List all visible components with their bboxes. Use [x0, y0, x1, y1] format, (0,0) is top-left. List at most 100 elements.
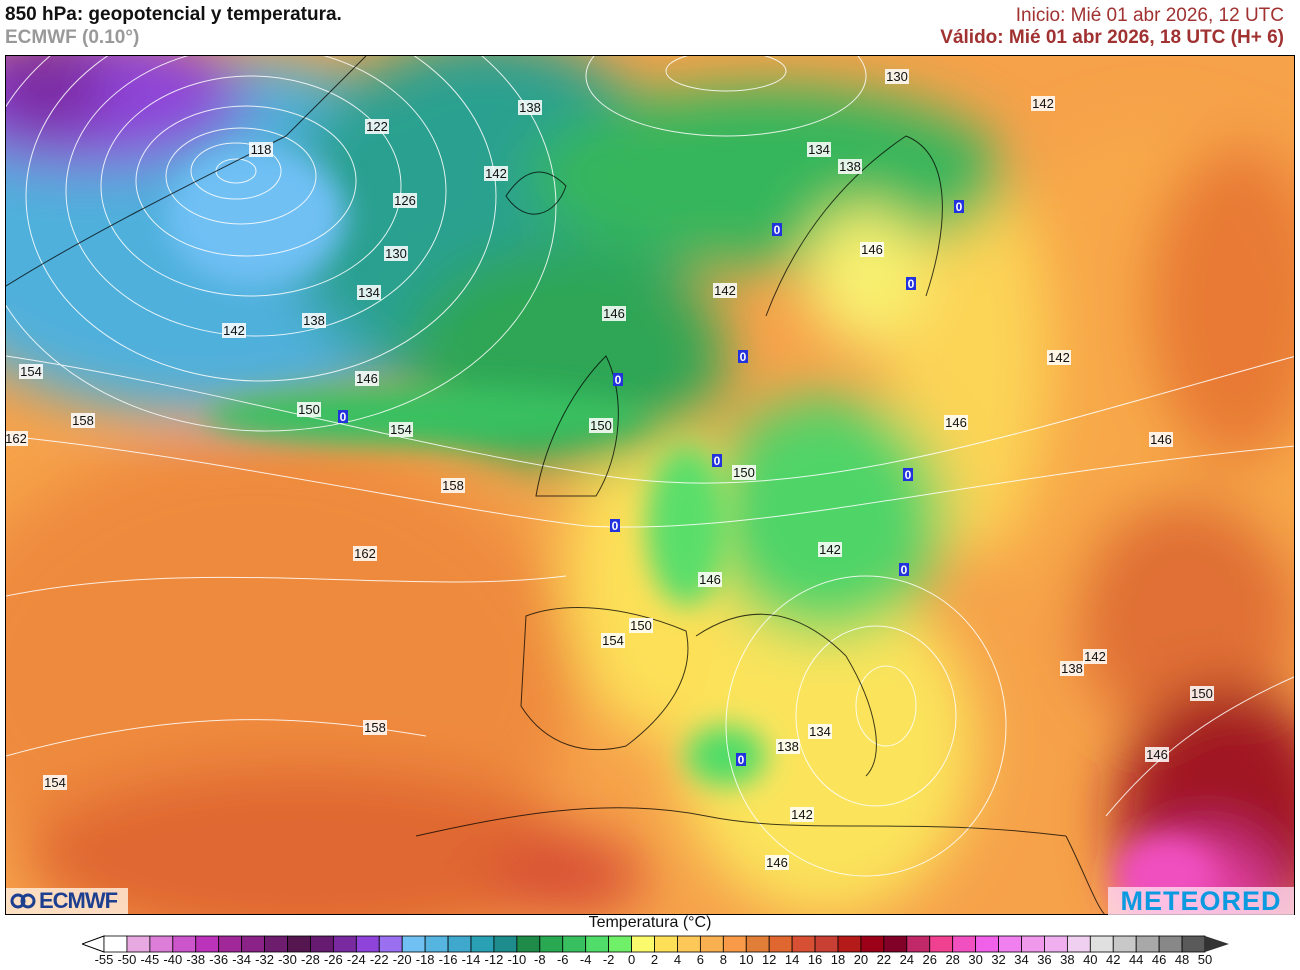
- colorbar-swatch: [722, 935, 747, 953]
- colorbar-swatch: [929, 935, 954, 953]
- colorbar-tick-label: 0: [627, 952, 636, 967]
- contour-label-bg: [6, 431, 28, 446]
- zero-isotherm-label: 0: [612, 519, 619, 533]
- zero-isotherm-label: 0: [901, 563, 908, 577]
- colorbar-tick-label: -18: [415, 952, 435, 967]
- colorbar-title: Temperatura (°C): [588, 914, 712, 931]
- colorbar-swatch: [355, 935, 380, 953]
- colorbar-tick-label: 48: [1174, 952, 1190, 967]
- colorbar-tick-label: 24: [899, 952, 915, 967]
- zero-isotherm-label: 0: [740, 350, 747, 364]
- colorbar-tick-label: 44: [1128, 952, 1144, 967]
- colorbar-tick-label: -50: [117, 952, 137, 967]
- colorbar-swatch: [424, 935, 449, 953]
- contour-label-bg: [860, 242, 884, 257]
- contour-label: 154: [20, 364, 42, 379]
- colorbar-tick-label: -55: [94, 952, 114, 967]
- contour-label: 150: [630, 618, 652, 633]
- colorbar-swatch: [241, 935, 265, 953]
- colorbar-tick-label: 36: [1037, 952, 1052, 967]
- colorbar-high-arrow: [1205, 936, 1229, 952]
- colorbar-swatch: [172, 935, 197, 953]
- colorbar-tick-label: -28: [301, 952, 320, 967]
- colorbar-tick-label: -30: [278, 952, 297, 967]
- contour-label: 138: [519, 100, 541, 115]
- zero-isotherm-marker: [899, 563, 909, 576]
- contour-label-bg: [807, 142, 831, 157]
- contour-label-bg: [518, 100, 542, 115]
- colorbar-swatch: [1044, 935, 1068, 953]
- contour-label: 146: [861, 242, 883, 257]
- colorbar-tick-label: 30: [968, 952, 983, 967]
- zero-isotherm-marker: [738, 350, 748, 363]
- colorbar-tick-label: 42: [1106, 952, 1121, 967]
- zero-isotherm-marker: [712, 454, 722, 467]
- colorbar-tick-label: -20: [392, 952, 412, 967]
- colorbar-tick-label: 32: [991, 952, 1006, 967]
- contour-label: 146: [699, 572, 721, 587]
- contour-label-bg: [249, 142, 273, 157]
- colorbar-swatch: [677, 935, 701, 953]
- colorbar-tick-label: 28: [945, 952, 960, 967]
- contour-label: 162: [354, 546, 376, 561]
- contour-label-bg: [838, 159, 862, 174]
- contour-label: 118: [251, 142, 272, 157]
- contour-label-bg: [393, 193, 417, 208]
- colorbar-tick-label: 16: [807, 952, 823, 967]
- contour-label-bg: [384, 246, 408, 261]
- contour-label: 146: [356, 371, 378, 386]
- contour-label: 142: [819, 542, 841, 557]
- ecmwf-logo-text: ECMWF: [39, 888, 118, 913]
- model-label: ECMWF (0.10°): [5, 27, 140, 48]
- contour-label: 142: [791, 807, 813, 822]
- contour-label: 138: [839, 159, 861, 174]
- colorbar-swatch: [654, 935, 678, 953]
- valid-time: Válido: Mié 01 abr 2026, 18 UTC (H+ 6): [940, 27, 1284, 48]
- contour-label-bg: [589, 418, 613, 433]
- colorbar-swatch: [287, 935, 311, 953]
- contour-label: 130: [886, 69, 908, 84]
- zero-isotherm-marker: [772, 223, 782, 236]
- colorbar-swatch: [1089, 935, 1114, 953]
- colorbar-tick-label: -32: [255, 952, 274, 967]
- colorbar-tick-label: -16: [438, 952, 458, 967]
- colorbar-labels: -55 -50 -45 -40 -38 -36 -34 -32 -30 -28 -26 -24 -22-…: [0, 952, 1300, 970]
- contour-label: 134: [808, 142, 830, 157]
- contour-label: 146: [1146, 747, 1168, 762]
- colorbar-tick-label: 50: [1197, 952, 1213, 967]
- zero-isotherm-marker: [903, 468, 913, 481]
- colorbar-swatch: [1158, 935, 1183, 953]
- colorbar-swatch: [883, 935, 908, 953]
- colorbar-swatch: [631, 935, 655, 953]
- colorbar-tick-label: 46: [1151, 952, 1167, 967]
- contour-label-bg: [602, 306, 626, 321]
- contour-label-bg: [944, 415, 968, 430]
- colorbar-swatch: [103, 935, 128, 953]
- zero-isotherm-marker: [610, 519, 620, 532]
- contour-label-bg: [885, 69, 909, 84]
- contour-label: 142: [1084, 649, 1106, 664]
- contour-label: 142: [1048, 350, 1070, 365]
- colorbar-swatch: [608, 935, 632, 953]
- zero-isotherm-marker: [338, 410, 348, 423]
- weather-map[interactable]: 118 122 126 130 134 138 142 146 150 154 154 158 162 1…: [5, 55, 1295, 915]
- contour-label: 158: [364, 720, 386, 735]
- colorbar-tick-label: 12: [761, 952, 777, 967]
- colorbar-swatch: [814, 935, 839, 953]
- contour-label: 158: [72, 413, 94, 428]
- contour-label: 138: [777, 739, 799, 754]
- colorbar-swatch: [768, 935, 793, 953]
- contour-label-bg: [365, 119, 389, 134]
- contour-label-bg: [71, 413, 95, 428]
- colorbar-tick-label: 18: [830, 952, 846, 967]
- contour-label-bg: [1060, 661, 1084, 676]
- contour-label: 142: [1032, 96, 1054, 111]
- contour-label: 142: [223, 323, 245, 338]
- contour-label: 158: [442, 478, 464, 493]
- colorbar-low-arrow: [82, 935, 105, 953]
- contour-label-bg: [629, 618, 653, 633]
- contour-label-bg: [776, 739, 800, 754]
- colorbar-swatch: [1112, 935, 1137, 953]
- zero-isotherm-label: 0: [956, 200, 963, 214]
- contour-label-bg: [601, 633, 625, 648]
